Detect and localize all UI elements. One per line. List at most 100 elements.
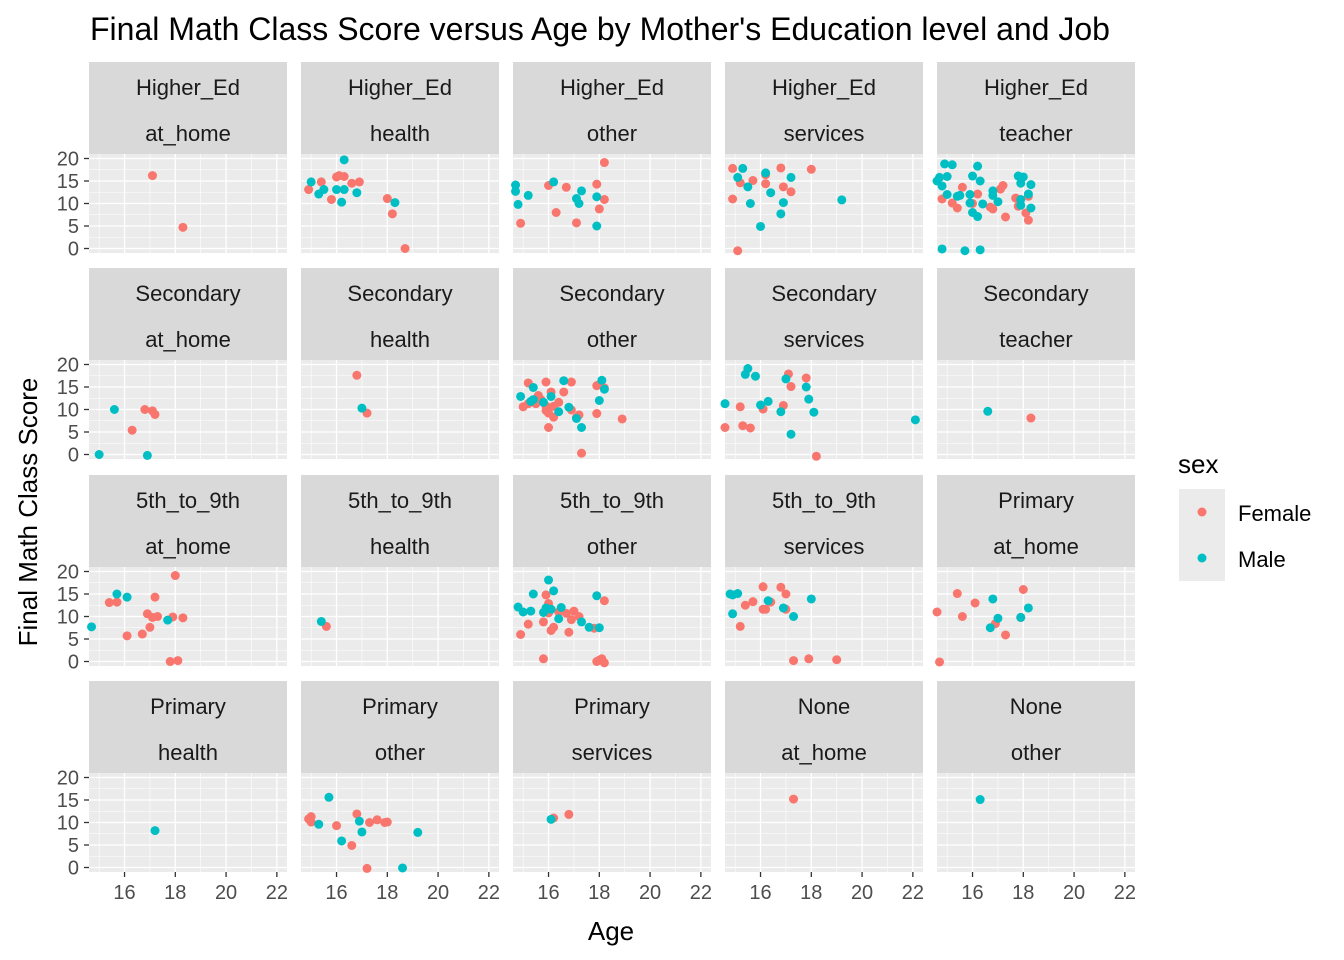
y-tick-label: 0	[68, 652, 79, 674]
data-point-female	[382, 817, 392, 827]
data-point-female	[786, 187, 796, 197]
data-point-male	[584, 622, 594, 632]
data-point-male	[804, 394, 814, 404]
data-point-female	[594, 204, 604, 214]
data-point-female	[538, 654, 548, 664]
data-point-male	[357, 827, 367, 837]
legend-swatch-female	[1197, 507, 1207, 517]
data-point-male	[592, 192, 602, 202]
data-point-female	[1023, 215, 1033, 225]
data-point-male	[559, 376, 569, 386]
data-point-female	[1001, 212, 1011, 222]
data-point-male	[577, 186, 587, 196]
data-point-male	[599, 384, 609, 394]
data-point-female	[554, 397, 564, 407]
data-point-female	[973, 189, 983, 199]
x-tick-label: 16	[113, 882, 135, 904]
data-point-male	[750, 371, 760, 381]
facet-panel: Primary services 16 18 20 22	[513, 681, 712, 904]
facet-panel: 5th_to_9th services	[725, 475, 923, 666]
facet-strip-education: Secondary	[347, 281, 452, 306]
data-point-male	[94, 450, 104, 459]
data-point-male	[398, 863, 408, 873]
data-point-female	[735, 402, 745, 412]
data-point-female	[789, 656, 799, 666]
data-point-female	[592, 179, 602, 189]
data-point-female	[147, 171, 157, 181]
data-point-male	[574, 199, 584, 208]
facet-strip	[725, 268, 923, 360]
data-point-male	[528, 382, 538, 392]
data-point-male	[763, 396, 773, 406]
data-point-female	[566, 377, 576, 387]
data-point-male	[528, 395, 538, 405]
data-point-male	[937, 244, 947, 254]
data-point-male	[993, 613, 1003, 623]
data-point-female	[362, 863, 372, 873]
y-tick-label: 0	[68, 445, 79, 467]
data-point-male	[150, 826, 160, 836]
facet-strip	[89, 681, 287, 773]
x-tick-label: 16	[749, 882, 771, 904]
x-tick-label: 20	[215, 882, 237, 904]
x-tick-label: 22	[1114, 882, 1136, 904]
chart-title: Final Math Class Score versus Age by Mot…	[90, 11, 1110, 47]
facet-panel: Secondary health	[301, 268, 499, 459]
facet-strip	[937, 268, 1135, 360]
data-point-male	[571, 414, 581, 423]
data-point-female	[801, 373, 811, 383]
data-point-male	[801, 382, 811, 392]
data-point-male	[122, 592, 132, 602]
data-point-male	[985, 623, 995, 633]
data-point-male	[337, 197, 347, 207]
facet-strip-education: None	[798, 694, 851, 719]
data-point-female	[720, 423, 730, 432]
data-point-male	[978, 199, 988, 209]
data-point-male	[942, 190, 952, 199]
data-point-male	[940, 159, 950, 169]
data-point-female	[549, 622, 559, 632]
data-point-male	[546, 604, 556, 614]
facet-strip-job: at_home	[145, 121, 231, 146]
legend-swatch-male	[1197, 553, 1207, 563]
y-tick-label: 20	[57, 562, 79, 584]
x-tick-label: 16	[325, 882, 347, 904]
data-point-female	[599, 596, 609, 606]
data-point-female	[748, 597, 758, 607]
data-point-female	[564, 809, 574, 819]
data-point-female	[564, 627, 574, 637]
data-point-male	[975, 245, 985, 255]
data-point-male	[756, 400, 766, 410]
data-point-male	[965, 198, 975, 208]
data-point-male	[594, 396, 604, 405]
x-tick-label: 22	[690, 882, 712, 904]
data-point-male	[837, 195, 847, 205]
data-point-female	[387, 209, 397, 219]
data-point-female	[1026, 413, 1036, 423]
data-point-male	[549, 586, 559, 596]
data-point-male	[592, 221, 602, 231]
data-point-female	[776, 163, 786, 173]
data-point-male	[339, 155, 349, 165]
data-point-male	[339, 185, 349, 195]
data-point-female	[544, 423, 554, 432]
data-point-male	[1016, 200, 1026, 210]
data-point-female	[832, 655, 842, 665]
x-tick-label: 22	[478, 882, 500, 904]
facet-strip	[725, 62, 923, 154]
facet-strip-job: teacher	[999, 121, 1072, 146]
data-point-male	[577, 423, 587, 432]
data-point-female	[304, 185, 314, 195]
data-point-male	[1026, 203, 1036, 213]
y-tick-label: 5	[68, 216, 79, 238]
facet-strip	[89, 475, 287, 567]
legend-label-male: Male	[1238, 547, 1286, 572]
data-point-male	[544, 575, 554, 585]
data-point-female	[745, 423, 755, 433]
x-tick-label: 18	[164, 882, 186, 904]
facet-grid: Higher_Edat_home05101520Higher_EdhealthH…	[57, 62, 1136, 904]
data-point-female	[735, 621, 745, 631]
data-point-female	[957, 612, 967, 621]
